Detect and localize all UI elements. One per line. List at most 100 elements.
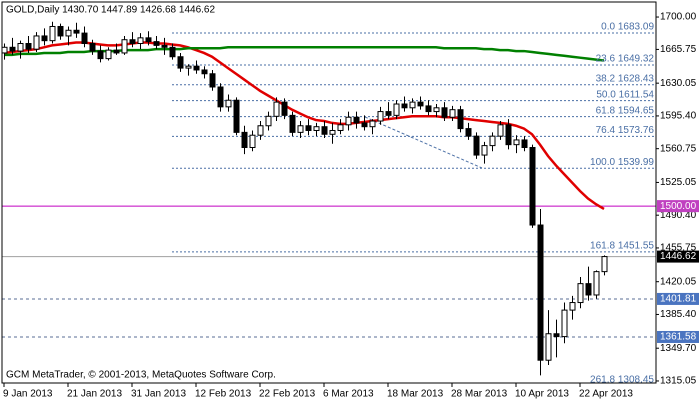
y-tick-label: 1315.05 bbox=[660, 376, 697, 387]
candle-body bbox=[185, 65, 192, 69]
x-tick-label: 18 Mar 2013 bbox=[387, 389, 444, 400]
candle-body bbox=[25, 43, 32, 50]
fib-label: 23.6 1649.32 bbox=[596, 54, 655, 65]
y-tick-label: 1385.40 bbox=[660, 309, 697, 320]
candle-body bbox=[569, 302, 576, 311]
candle-body bbox=[425, 105, 432, 113]
candle-body bbox=[153, 41, 160, 46]
candle-body bbox=[465, 128, 472, 137]
y-tick-label: 1595.40 bbox=[660, 111, 697, 122]
candle-body bbox=[257, 125, 264, 136]
candle-body bbox=[513, 139, 520, 146]
price-tag bbox=[657, 292, 699, 305]
candle-body bbox=[313, 126, 320, 131]
moving-average bbox=[3, 41, 605, 211]
candle-body bbox=[2, 46, 8, 54]
fib-label: 50.0 1611.54 bbox=[596, 89, 654, 100]
candle-body bbox=[177, 56, 184, 69]
candle-body bbox=[521, 139, 528, 148]
fib-label: 100.0 1539.99 bbox=[590, 157, 654, 168]
candle-body bbox=[17, 43, 24, 52]
x-tick-label: 10 Apr 2013 bbox=[515, 389, 569, 400]
candle-body bbox=[233, 99, 240, 133]
candle-body bbox=[129, 39, 136, 45]
candle-body bbox=[377, 111, 384, 122]
candle-body bbox=[169, 46, 176, 58]
y-tick-label: 1490.40 bbox=[660, 210, 697, 221]
fib-label: 61.8 1594.65 bbox=[596, 105, 655, 116]
candle-body bbox=[497, 124, 504, 137]
candle-body bbox=[209, 73, 216, 88]
candle-body bbox=[57, 25, 64, 37]
fib-label: 76.4 1573.76 bbox=[596, 125, 655, 136]
candle-body bbox=[369, 120, 376, 128]
x-tick-label: 28 Mar 2013 bbox=[451, 389, 508, 400]
x-tick-label: 31 Jan 2013 bbox=[131, 389, 186, 400]
candle-body bbox=[457, 109, 464, 130]
price-tag-label: 1361.58 bbox=[660, 332, 697, 343]
price-tag bbox=[657, 250, 699, 263]
candle-body bbox=[121, 39, 128, 54]
y-tick-label: 1630.05 bbox=[660, 78, 697, 89]
candle-body bbox=[41, 35, 48, 42]
candle-body bbox=[361, 122, 368, 128]
candle-body bbox=[545, 333, 552, 361]
fib-label: 261.8 1308.45 bbox=[590, 375, 654, 386]
candle-body bbox=[97, 50, 104, 60]
candle-body bbox=[297, 125, 304, 133]
price-tag-label: 1500.00 bbox=[660, 201, 697, 212]
candle-body bbox=[353, 116, 360, 124]
plot-frame bbox=[1, 1, 657, 384]
candle-body bbox=[585, 283, 592, 296]
candle-body bbox=[345, 116, 352, 126]
candle-body bbox=[529, 146, 536, 226]
candle-body bbox=[161, 44, 168, 48]
y-tick-label: 1349.70 bbox=[660, 343, 697, 354]
x-tick-label: 22 Feb 2013 bbox=[259, 389, 316, 400]
candle-body bbox=[449, 109, 456, 118]
fib-label: 161.8 1451.55 bbox=[590, 241, 654, 252]
candle-body bbox=[105, 49, 112, 60]
y-tick-label: 1700.00 bbox=[660, 12, 697, 23]
x-tick-label: 21 Jan 2013 bbox=[67, 389, 122, 400]
price-tag-label: 1446.62 bbox=[660, 251, 697, 262]
fib-label: 0.0 1683.09 bbox=[601, 22, 654, 33]
candle-body bbox=[329, 129, 336, 135]
price-tag-label: 1401.81 bbox=[660, 294, 697, 305]
candle-body bbox=[145, 37, 152, 43]
candle-body bbox=[321, 126, 328, 135]
y-tick-label: 1420.05 bbox=[660, 276, 697, 287]
candle-body bbox=[305, 125, 312, 131]
y-tick-label: 1560.75 bbox=[660, 143, 697, 154]
candle-body bbox=[137, 37, 144, 45]
x-tick-label: 9 Jan 2013 bbox=[3, 389, 53, 400]
candle-body bbox=[249, 134, 256, 148]
trend-line bbox=[364, 116, 483, 169]
price-tag bbox=[657, 200, 699, 213]
candle-body bbox=[73, 29, 80, 34]
candle-body bbox=[9, 46, 16, 52]
moving-average bbox=[4, 46, 605, 62]
y-tick-label: 1665.75 bbox=[660, 44, 697, 55]
candle-body bbox=[241, 131, 248, 148]
candle-body bbox=[401, 103, 408, 109]
candle-body bbox=[593, 271, 600, 296]
candle-body bbox=[33, 35, 40, 50]
candle-body bbox=[193, 65, 200, 71]
candle-body bbox=[409, 101, 416, 109]
candle-body bbox=[553, 333, 560, 338]
x-tick-label: 6 Mar 2013 bbox=[323, 389, 374, 400]
candle-body bbox=[473, 135, 480, 156]
candle-body bbox=[537, 224, 544, 361]
candle-body bbox=[65, 29, 72, 37]
candle-body bbox=[113, 49, 120, 54]
candle-body bbox=[577, 283, 584, 304]
candle-body bbox=[265, 115, 272, 127]
candle-body bbox=[337, 124, 344, 131]
plot-area bbox=[2, 21, 656, 376]
candle-body bbox=[385, 111, 392, 116]
candle-body bbox=[441, 107, 448, 118]
